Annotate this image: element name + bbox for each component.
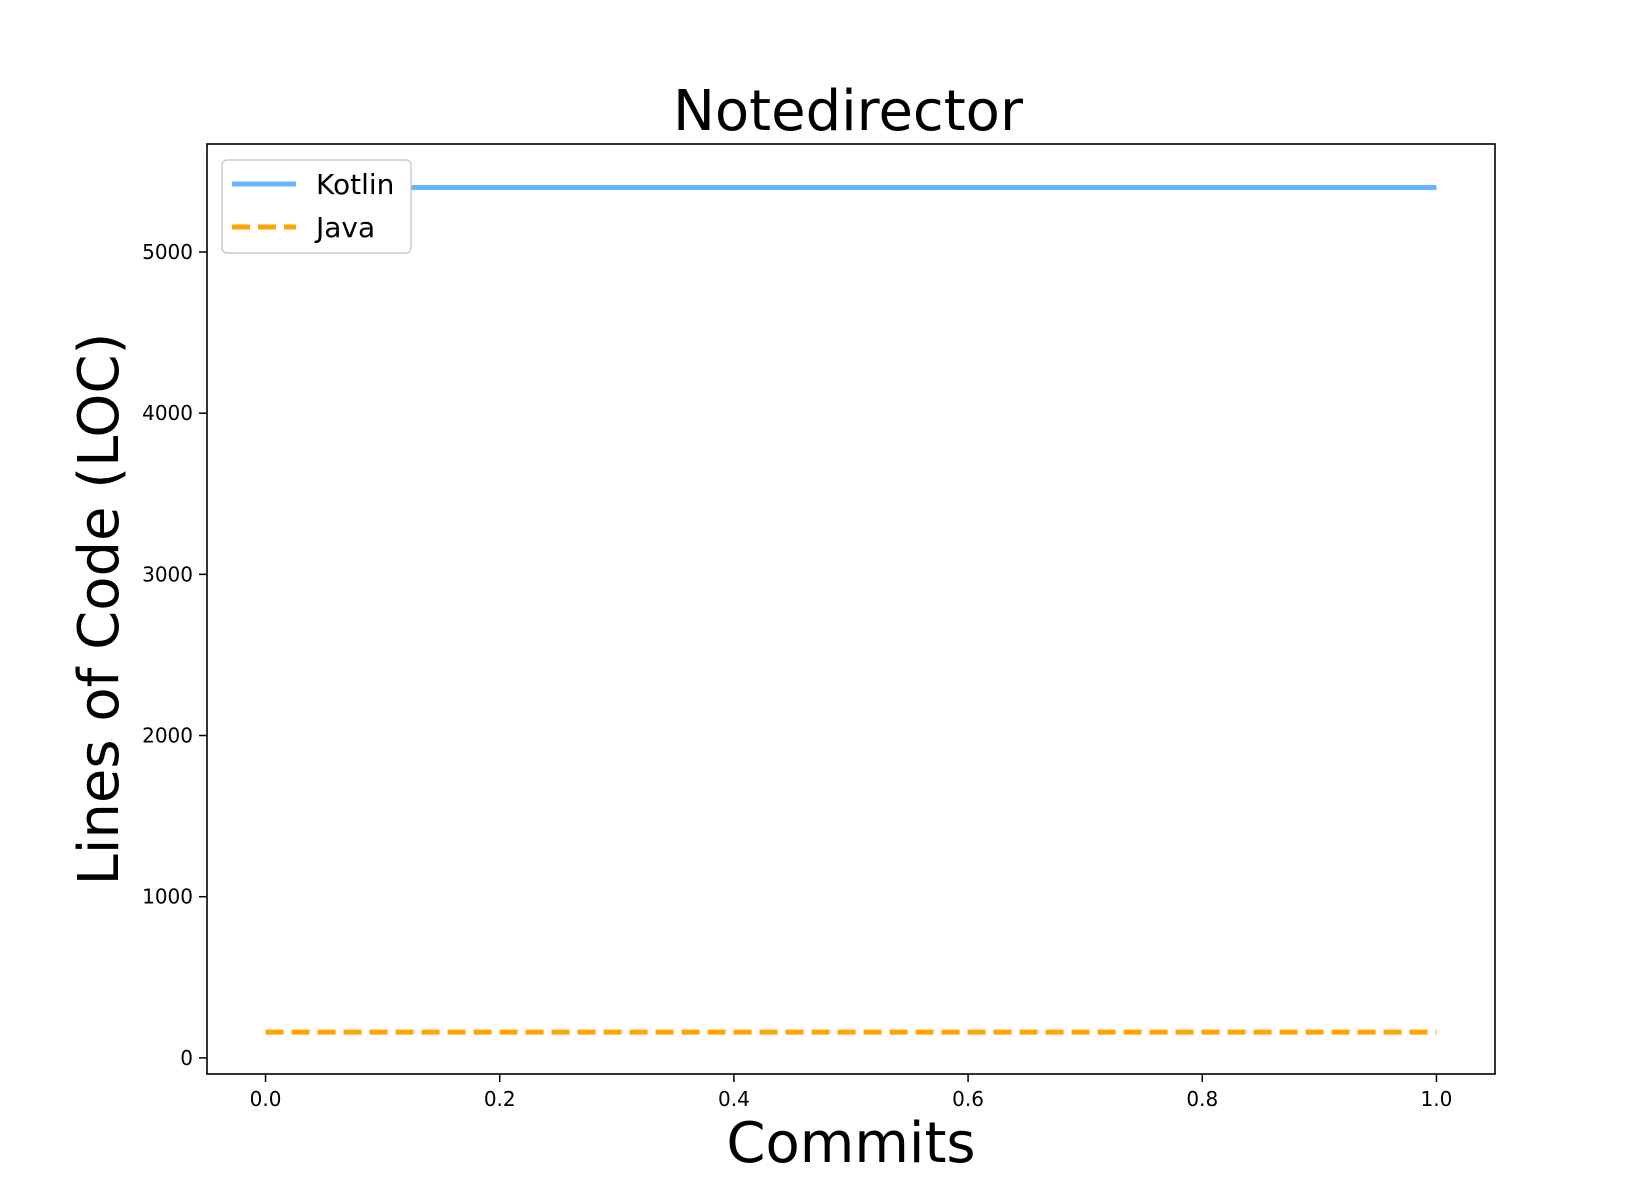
y-tick-label: 3000 (142, 562, 193, 586)
y-tick-label: 4000 (142, 401, 193, 425)
y-tick-label: 0 (180, 1046, 193, 1070)
y-tick-label: 1000 (142, 885, 193, 909)
x-tick-label: 0.4 (718, 1087, 750, 1111)
chart-title: Notedirector (673, 79, 1024, 144)
legend-label-kotlin: Kotlin (316, 168, 394, 201)
legend: Kotlin Java (221, 159, 412, 254)
y-axis: 0 1000 2000 3000 4000 5000 (142, 240, 207, 1070)
x-axis-label: Commits (726, 1111, 975, 1176)
x-tick-label: 0.6 (952, 1087, 984, 1111)
legend-label-java: Java (314, 211, 375, 244)
x-tick-label: 0.2 (484, 1087, 516, 1111)
y-tick-label: 5000 (142, 240, 193, 264)
x-tick-label: 0.8 (1186, 1087, 1218, 1111)
x-tick-label: 0.0 (250, 1087, 282, 1111)
x-axis: 0.0 0.2 0.4 0.6 0.8 1.0 (250, 1074, 1453, 1111)
series-layer (265, 185, 1437, 1035)
plot-frame (206, 143, 1496, 1075)
plot-area (207, 144, 1495, 1074)
y-tick-label: 2000 (142, 724, 193, 748)
x-tick-label: 1.0 (1421, 1087, 1453, 1111)
y-axis-label: Lines of Code (LOC) (67, 333, 132, 886)
